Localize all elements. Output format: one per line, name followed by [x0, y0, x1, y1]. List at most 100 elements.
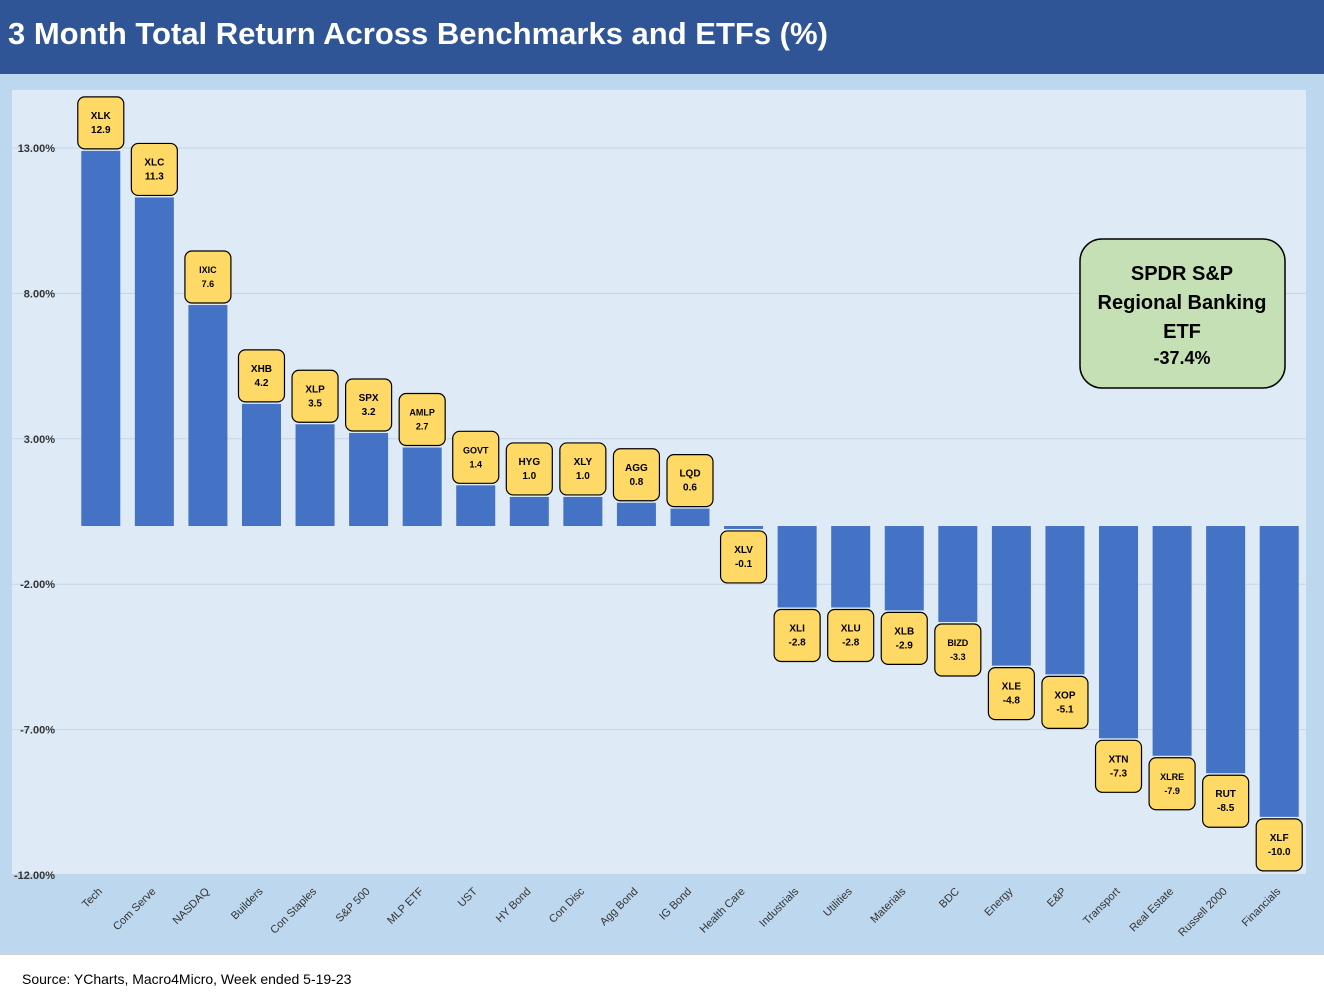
- x-tick-label: Russell 2000: [1176, 886, 1229, 939]
- data-label-value: -3.3: [950, 652, 966, 662]
- data-label-value: -7.3: [1110, 768, 1128, 779]
- data-label-ticker: AGG: [625, 463, 648, 474]
- data-label-xlv: XLV -0.1: [719, 530, 768, 584]
- data-label-box: [1255, 818, 1303, 872]
- data-label-box: [987, 667, 1035, 721]
- data-label-ticker: XLV: [734, 545, 753, 556]
- data-label-xlc: XLC 11.3: [130, 142, 178, 197]
- bar-xlb: [884, 526, 924, 611]
- data-label-xlb: XLB -2.9: [880, 611, 928, 665]
- data-label-value: 1.0: [522, 471, 536, 482]
- x-tick-label: Real Estate: [1128, 886, 1177, 935]
- bar-xly: [563, 496, 603, 527]
- chart-title: 3 Month Total Return Across Benchmarks a…: [8, 16, 828, 51]
- bar-xlc: [134, 197, 174, 527]
- data-label-ticker: XLF: [1270, 833, 1289, 844]
- data-label-amlp: AMLP 2.7: [398, 392, 446, 447]
- data-label-ticker: XLI: [789, 623, 805, 634]
- callout-line-2: Regional Banking: [1098, 292, 1267, 314]
- x-tick-label: Con Staples: [268, 885, 319, 936]
- data-label-box: [77, 96, 125, 150]
- data-label-govt: GOVT 1.4: [452, 430, 500, 484]
- data-label-value: 4.2: [255, 378, 269, 389]
- x-tick-label: UST: [456, 885, 480, 909]
- data-label-ticker: XLE: [1002, 682, 1022, 693]
- data-label-box: [666, 453, 714, 508]
- callout-value: -37.4%: [1153, 348, 1210, 368]
- data-label-box: [1041, 675, 1089, 729]
- chart-area: 13.00% 8.00% 3.00% -2.00% -7.00% -12.00% XLK 1…: [0, 74, 1324, 954]
- data-label-lqd: LQD 0.6: [666, 453, 714, 508]
- data-label-value: -2.9: [896, 640, 914, 651]
- x-tick-label: S&P 500: [334, 886, 373, 925]
- data-label-box: [505, 442, 553, 496]
- x-tick-label: BDC: [937, 886, 962, 911]
- footer: Source: YCharts, Macro4Micro, Week ended…: [0, 954, 1324, 1001]
- data-label-ticker: SPX: [359, 393, 379, 404]
- bar-xlre: [1152, 526, 1192, 756]
- bar-spx: [349, 432, 389, 527]
- data-label-box: [719, 530, 768, 584]
- data-label-hyg: HYG 1.0: [505, 442, 553, 496]
- bar-xtn: [1099, 526, 1139, 739]
- bar-xop: [1045, 526, 1085, 675]
- data-label-box: [1202, 774, 1250, 828]
- data-label-value: -2.8: [789, 637, 807, 648]
- data-label-value: 1.4: [469, 459, 482, 469]
- data-label-spx: SPX 3.2: [345, 378, 393, 432]
- data-label-box: [880, 611, 928, 665]
- x-tick-label: Con Disc: [547, 885, 587, 925]
- data-label-box: [130, 142, 178, 197]
- data-label-rut: RUT -8.5: [1202, 774, 1250, 828]
- data-label-value: 0.8: [629, 477, 643, 488]
- data-label-xlre: XLRE -7.9: [1148, 757, 1196, 811]
- callout-background: [1079, 238, 1286, 389]
- data-label-ticker: XLP: [305, 384, 325, 395]
- data-label-box: [1094, 739, 1143, 793]
- data-label-value: -4.8: [1003, 696, 1021, 707]
- x-tick-label: Energy: [982, 885, 1015, 918]
- bar-xhb: [241, 403, 281, 527]
- data-label-value: -8.5: [1217, 803, 1235, 814]
- bar-xlf: [1259, 526, 1299, 817]
- data-label-ticker: XLB: [894, 626, 914, 637]
- bar-govt: [456, 485, 496, 527]
- data-label-ixic: IXIC 7.6: [184, 250, 232, 304]
- x-tick-label: HY Bond: [494, 886, 533, 925]
- data-label-xhb: XHB 4.2: [237, 349, 286, 403]
- data-label-box: [452, 430, 500, 484]
- x-tick-label: MLP ETF: [385, 885, 426, 926]
- data-label-box: [237, 349, 286, 403]
- data-label-value: 3.2: [362, 407, 376, 418]
- y-tick-label: 3.00%: [24, 434, 55, 446]
- data-label-value: -5.1: [1056, 704, 1074, 715]
- data-label-agg: AGG 0.8: [612, 448, 661, 502]
- bar-hyg: [509, 496, 549, 527]
- x-tick-label: Utilities: [821, 885, 855, 919]
- x-tick-label: Health Care: [698, 886, 748, 936]
- data-label-value: 12.9: [91, 125, 111, 136]
- data-label-box: [559, 442, 607, 496]
- x-tick-label: Builders: [229, 885, 266, 922]
- y-tick-label: -7.00%: [20, 725, 55, 737]
- x-tick-label: NASDAQ: [171, 885, 213, 927]
- data-label-value: -7.9: [1164, 786, 1180, 796]
- bar-ixic: [188, 305, 228, 527]
- bar-lqd: [670, 508, 710, 527]
- data-label-ticker: HYG: [518, 457, 540, 468]
- data-label-bizd: BIZD -3.3: [934, 623, 982, 677]
- x-tick-label: Transport: [1081, 886, 1122, 927]
- x-tick-label: Agg Bond: [598, 886, 641, 929]
- bar-xlk: [81, 150, 121, 527]
- data-label-box: [827, 608, 875, 663]
- data-label-value: 11.3: [145, 171, 164, 182]
- source-note: Source: YCharts, Macro4Micro, Week ended…: [22, 971, 352, 987]
- y-tick-label: -12.00%: [14, 870, 55, 882]
- data-label-ticker: LQD: [679, 469, 700, 480]
- data-label-box: [612, 448, 661, 502]
- data-label-xop: XOP -5.1: [1041, 675, 1089, 729]
- data-label-xlk: XLK 12.9: [77, 96, 125, 150]
- data-label-xly: XLY 1.0: [559, 442, 607, 496]
- x-tick-label: E&P: [1045, 886, 1069, 910]
- callout-box: SPDR S&P Regional Banking ETF -37.4%: [1079, 238, 1286, 389]
